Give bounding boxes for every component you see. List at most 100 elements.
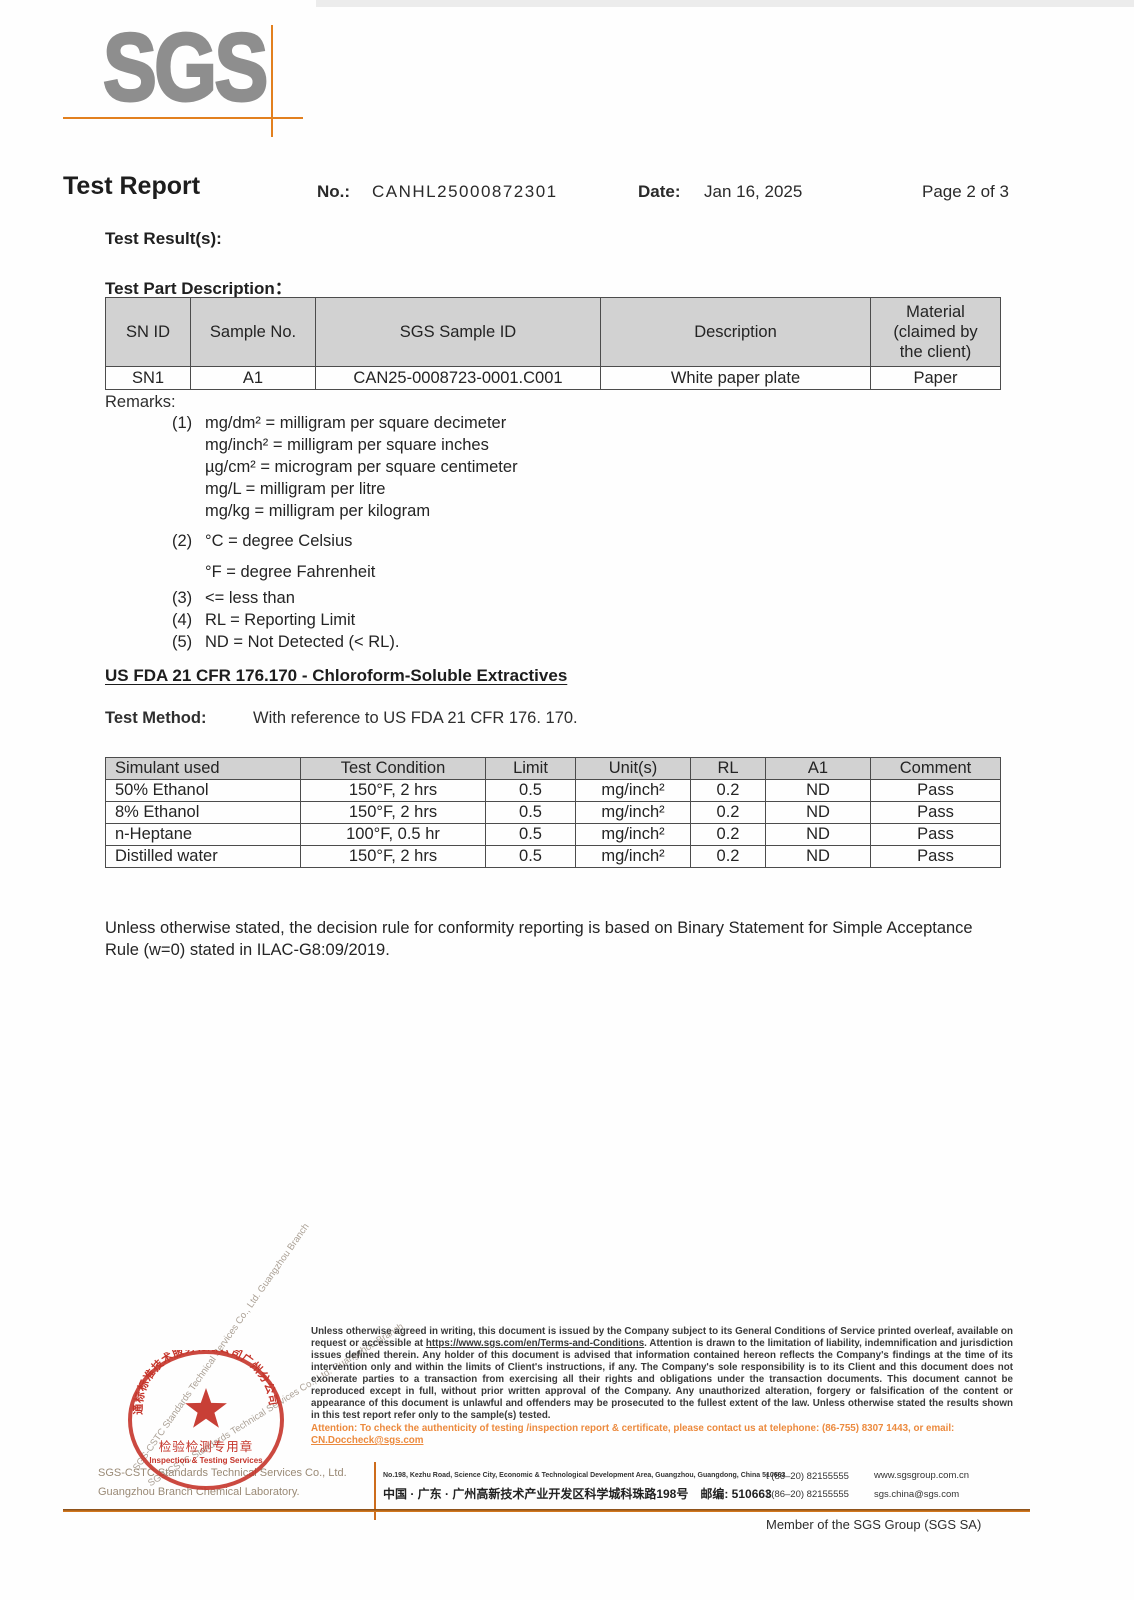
remark-line: (4) RL = Reporting Limit	[172, 611, 356, 629]
cell-test-condition: 150°F, 2 hrs	[300, 779, 486, 802]
test-method-value: With reference to US FDA 21 CFR 176. 170…	[253, 709, 578, 727]
cell-units: mg/inch²	[575, 801, 691, 824]
cell-rl: 0.2	[690, 801, 766, 824]
attention-notice: Attention: To check the authenticity of …	[311, 1423, 1013, 1447]
remark-line: mg/inch² = milligram per square inches	[205, 436, 489, 454]
address-chinese: 中国 · 广东 · 广州高新技术产业开发区科学城科珠路198号 邮编: 5106…	[383, 1487, 772, 1501]
col-header-simulant: Simulant used	[105, 757, 301, 780]
col-header-sgs-sample-id: SGS Sample ID	[315, 297, 601, 367]
remark-line: mg/kg = milligram per kilogram	[205, 502, 431, 520]
cell-units: mg/inch²	[575, 779, 691, 802]
telephone-2: t (86–20) 82155555	[766, 1489, 849, 1500]
col-header-units: Unit(s)	[575, 757, 691, 780]
table-row: 8% Ethanol 150°F, 2 hrs 0.5 mg/inch² 0.2…	[105, 801, 1001, 824]
contact-email[interactable]: sgs.china@sgs.com	[874, 1489, 960, 1500]
legal-disclaimer: Unless otherwise agreed in writing, this…	[311, 1326, 1013, 1447]
doccheck-email-link[interactable]: CN.Doccheck@sgs.com	[311, 1435, 424, 1446]
report-date-label: Date:	[638, 182, 681, 201]
col-header-limit: Limit	[485, 757, 576, 780]
cell-simulant: 8% Ethanol	[105, 801, 301, 824]
address-english: No.198, Kezhu Road, Science City, Econom…	[383, 1472, 786, 1479]
scan-edge-artifact	[316, 0, 1134, 7]
remark-line: (3) <= less than	[172, 589, 295, 607]
col-header-a1: A1	[765, 757, 871, 780]
telephone-1: t (86–20) 82155555	[766, 1471, 849, 1482]
cell-simulant: 50% Ethanol	[105, 779, 301, 802]
cell-limit: 0.5	[485, 779, 576, 802]
cell-sample-no: A1	[190, 366, 316, 390]
stamp-star-icon	[185, 1388, 227, 1428]
cell-comment: Pass	[870, 845, 1001, 868]
page-indicator: Page 2 of 3	[922, 182, 1009, 201]
cell-rl: 0.2	[690, 845, 766, 868]
col-header-test-condition: Test Condition	[300, 757, 486, 780]
terms-and-conditions-link[interactable]: https://www.sgs.com/en/Terms-and-Conditi…	[425, 1338, 645, 1349]
stamp-en-label: Inspection & Testing Services	[149, 1456, 263, 1465]
logo-vertical-line	[271, 25, 273, 137]
remark-line: µg/cm² = microgram per square centimeter	[205, 458, 518, 476]
cell-units: mg/inch²	[575, 845, 691, 868]
cell-description: White paper plate	[600, 366, 871, 390]
footer-vertical-divider	[374, 1462, 376, 1520]
cell-limit: 0.5	[485, 823, 576, 846]
remarks-heading: Remarks:	[105, 393, 176, 411]
cell-rl: 0.2	[690, 779, 766, 802]
cell-units: mg/inch²	[575, 823, 691, 846]
cell-rl: 0.2	[690, 823, 766, 846]
footer-horizontal-rule	[63, 1509, 1030, 1512]
cell-simulant: Distilled water	[105, 845, 301, 868]
cell-simulant: n-Heptane	[105, 823, 301, 846]
fda-section-heading: US FDA 21 CFR 176.170 - Chloroform-Solub…	[105, 666, 568, 685]
cell-comment: Pass	[870, 779, 1001, 802]
cell-limit: 0.5	[485, 801, 576, 824]
sgs-group-membership: Member of the SGS Group (SGS SA)	[766, 1517, 982, 1532]
cell-comment: Pass	[870, 823, 1001, 846]
cell-limit: 0.5	[485, 845, 576, 868]
cell-sgs-sample-id: CAN25-0008723-0001.C001	[315, 366, 601, 390]
cell-test-condition: 150°F, 2 hrs	[300, 845, 486, 868]
table-row: n-Heptane 100°F, 0.5 hr 0.5 mg/inch² 0.2…	[105, 823, 1001, 846]
test-method-label: Test Method:	[105, 709, 207, 727]
cell-a1: ND	[765, 801, 871, 824]
table-row: 50% Ethanol 150°F, 2 hrs 0.5 mg/inch² 0.…	[105, 779, 1001, 802]
col-header-material: Material (claimed by the client)	[870, 297, 1001, 367]
decision-rule-statement: Unless otherwise stated, the decision ru…	[105, 919, 973, 959]
col-header-description: Description	[600, 297, 871, 367]
col-header-rl: RL	[690, 757, 766, 780]
remark-line: (1) mg/dm² = milligram per square decimet…	[172, 414, 507, 432]
col-header-sn-id: SN ID	[105, 297, 191, 367]
report-no-label: No.:	[317, 182, 351, 201]
results-table: Simulant used Test Condition Limit Unit(…	[105, 757, 1001, 868]
cell-material: Paper	[870, 366, 1001, 390]
remark-line: mg/L = milligram per litre	[205, 480, 386, 498]
company-name-line2: Guangzhou Branch Chemical Laboratory.	[98, 1486, 300, 1498]
inspection-stamp: 通标标准技术服务有限公司广州分公司 检验检测专用章 Inspection & T…	[128, 1350, 284, 1490]
sgs-logo: SGS	[102, 14, 270, 121]
cell-a1: ND	[765, 823, 871, 846]
legal-text: . Attention is drawn to the limitation o…	[311, 1338, 1013, 1421]
test-results-heading: Test Result(s):	[105, 229, 222, 248]
table-row: SN1 A1 CAN25-0008723-0001.C001 White pap…	[105, 366, 1001, 390]
cell-a1: ND	[765, 845, 871, 868]
website-url[interactable]: www.sgsgroup.com.cn	[874, 1470, 970, 1481]
attention-text: Attention: To check the authenticity of …	[311, 1423, 955, 1434]
legal-text: Unless otherwise agreed in writing, this…	[311, 1326, 1013, 1349]
cell-test-condition: 100°F, 0.5 hr	[300, 823, 486, 846]
cell-sn-id: SN1	[105, 366, 191, 390]
report-no-value: CANHL25000872301	[372, 182, 558, 201]
report-date-value: Jan 16, 2025	[704, 182, 803, 201]
test-part-description-heading: Test Part Description：	[105, 279, 292, 298]
remarks-list: (1) mg/dm² = milligram per square decimet…	[172, 412, 518, 653]
report-title: Test Report	[63, 172, 201, 200]
test-part-description-table: SN ID Sample No. SGS Sample ID Descripti…	[105, 297, 1001, 390]
cell-comment: Pass	[870, 801, 1001, 824]
remark-line: (5) ND = Not Detected (< RL).	[172, 633, 400, 651]
col-header-comment: Comment	[870, 757, 1001, 780]
remark-line: (2) °C = degree Celsius	[172, 532, 353, 550]
logo-horizontal-line	[63, 117, 303, 119]
cell-test-condition: 150°F, 2 hrs	[300, 801, 486, 824]
cell-a1: ND	[765, 779, 871, 802]
col-header-sample-no: Sample No.	[190, 297, 316, 367]
table-row: Distilled water 150°F, 2 hrs 0.5 mg/inch…	[105, 845, 1001, 868]
